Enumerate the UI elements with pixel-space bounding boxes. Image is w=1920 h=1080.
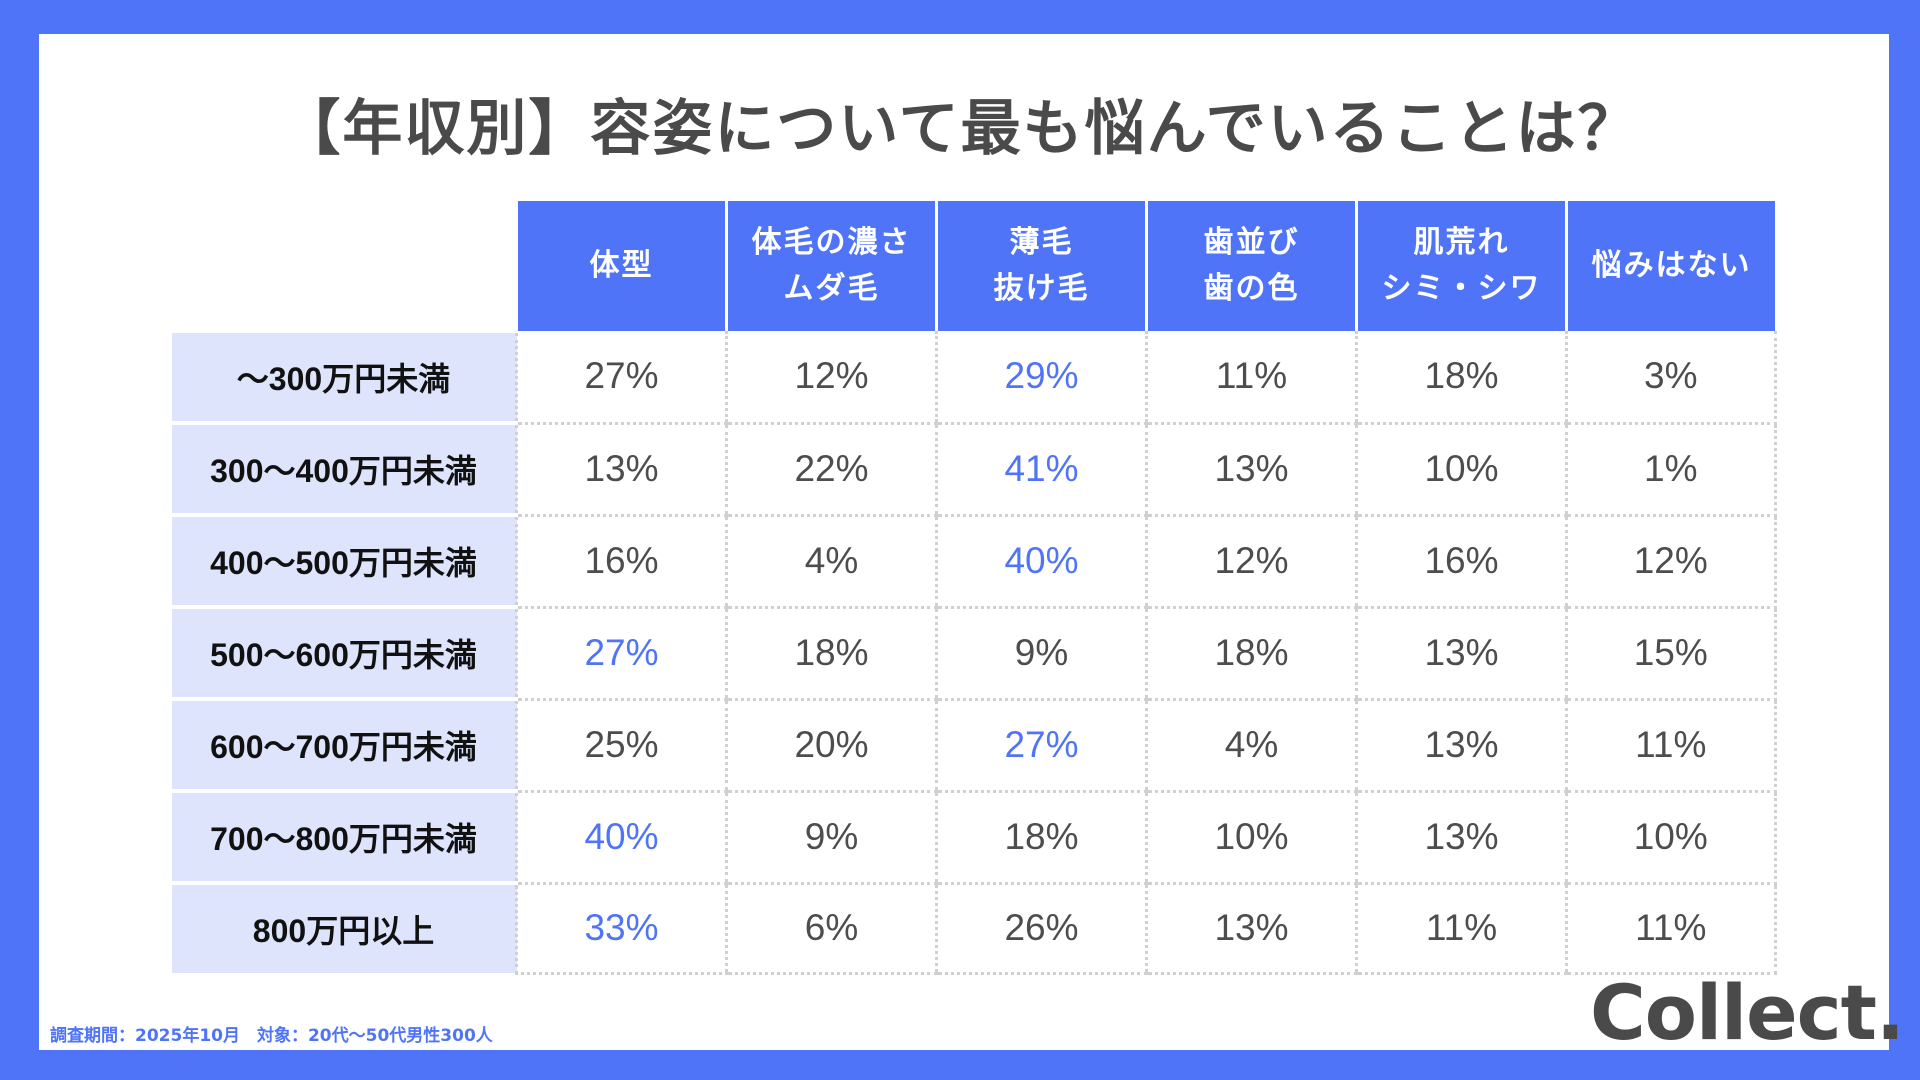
value-cell: 11% [1145, 331, 1357, 425]
value-cell: 13% [1145, 883, 1357, 975]
column-header: 体型 [515, 201, 727, 331]
value-cell: 10% [1145, 791, 1357, 885]
row-header: ～300万円未満 [172, 329, 517, 423]
value-cell: 3% [1565, 331, 1777, 425]
value-cell: 11% [1565, 699, 1777, 793]
value-cell: 9% [725, 791, 937, 885]
highlighted-value-cell: 40% [515, 791, 727, 885]
column-header: 体毛の濃さ ムダ毛 [725, 201, 937, 331]
column-header: 薄毛 抜け毛 [935, 201, 1147, 331]
row-header: 700～800万円未満 [172, 789, 517, 883]
value-cell: 25% [515, 699, 727, 793]
table-row: 400～500万円未満 16% 4% 40% 12% 16% 12% [172, 513, 1777, 609]
page-title: 【年収別】容姿について最も悩んでいることは？ [280, 94, 1640, 164]
value-cell: 18% [725, 607, 937, 701]
column-header-line: 肌荒れ [1413, 225, 1510, 260]
column-header: 悩みはない [1565, 201, 1775, 331]
row-header: 800万円以上 [172, 881, 517, 973]
value-cell: 20% [725, 699, 937, 793]
value-cell: 13% [1145, 423, 1357, 517]
value-cell: 11% [1355, 883, 1567, 975]
value-cell: 4% [725, 515, 937, 609]
row-header: 500～600万円未満 [172, 605, 517, 699]
highlighted-value-cell: 40% [935, 515, 1147, 609]
value-cell: 18% [1355, 331, 1567, 425]
highlighted-value-cell: 27% [515, 607, 727, 701]
column-header-line: ムダ毛 [783, 271, 880, 306]
value-cell: 13% [515, 423, 727, 517]
column-header-line: 体型 [589, 248, 654, 283]
value-cell: 12% [1565, 515, 1777, 609]
table-row: 700～800万円未満 40% 9% 18% 10% 13% 10% [172, 789, 1777, 885]
value-cell: 18% [1145, 607, 1357, 701]
table-row: ～300万円未満 27% 12% 29% 11% 18% 3% [172, 329, 1777, 425]
column-header-line: 抜け毛 [993, 271, 1090, 306]
highlighted-value-cell: 29% [935, 331, 1147, 425]
value-cell: 12% [1145, 515, 1357, 609]
value-cell: 4% [1145, 699, 1357, 793]
value-cell: 13% [1355, 699, 1567, 793]
value-cell: 26% [935, 883, 1147, 975]
brand-logo: Collect. [1590, 968, 1905, 1057]
table-row: 600～700万円未満 25% 20% 27% 4% 13% 11% [172, 697, 1777, 793]
column-header: 肌荒れ シミ・シワ [1355, 201, 1567, 331]
column-header-line: 歯並び [1203, 225, 1300, 260]
column-header: 歯並び 歯の色 [1145, 201, 1357, 331]
column-header-line: 悩みはない [1591, 248, 1752, 283]
value-cell: 1% [1565, 423, 1777, 517]
value-cell: 16% [1355, 515, 1567, 609]
table-row: 300～400万円未満 13% 22% 41% 13% 10% 1% [172, 421, 1777, 517]
value-cell: 18% [935, 791, 1147, 885]
data-table: 体型 体毛の濃さ ムダ毛 薄毛 抜け毛 歯並び 歯の色 肌荒れ シミ・シワ 悩み… [172, 201, 1777, 975]
highlighted-value-cell: 41% [935, 423, 1147, 517]
corner-cell [172, 201, 517, 331]
column-header-line: シミ・シワ [1381, 271, 1542, 306]
header-row: 体型 体毛の濃さ ムダ毛 薄毛 抜け毛 歯並び 歯の色 肌荒れ シミ・シワ 悩み… [172, 201, 1775, 331]
value-cell: 13% [1355, 607, 1567, 701]
column-header-line: 体毛の濃さ [751, 225, 912, 260]
value-cell: 22% [725, 423, 937, 517]
value-cell: 16% [515, 515, 727, 609]
value-cell: 27% [515, 331, 727, 425]
column-header-line: 薄毛 [1009, 225, 1074, 260]
column-header-line: 歯の色 [1203, 271, 1300, 306]
table-body: ～300万円未満 27% 12% 29% 11% 18% 3% 300～400万円未満 13% 2… [172, 329, 1777, 975]
value-cell: 11% [1565, 883, 1777, 975]
value-cell: 13% [1355, 791, 1567, 885]
value-cell: 10% [1565, 791, 1777, 885]
row-header: 600～700万円未満 [172, 697, 517, 791]
value-cell: 12% [725, 331, 937, 425]
highlighted-value-cell: 27% [935, 699, 1147, 793]
table-row: 500～600万円未満 27% 18% 9% 18% 13% 15% [172, 605, 1777, 701]
table-row: 800万円以上 33% 6% 26% 13% 11% 11% [172, 881, 1777, 975]
value-cell: 6% [725, 883, 937, 975]
value-cell: 15% [1565, 607, 1777, 701]
value-cell: 10% [1355, 423, 1567, 517]
highlighted-value-cell: 33% [515, 883, 727, 975]
row-header: 300～400万円未満 [172, 421, 517, 515]
survey-footnote: 調査期間：2025年10月 対象：20代～50代男性300人 [50, 1026, 493, 1046]
value-cell: 9% [935, 607, 1147, 701]
row-header: 400～500万円未満 [172, 513, 517, 607]
